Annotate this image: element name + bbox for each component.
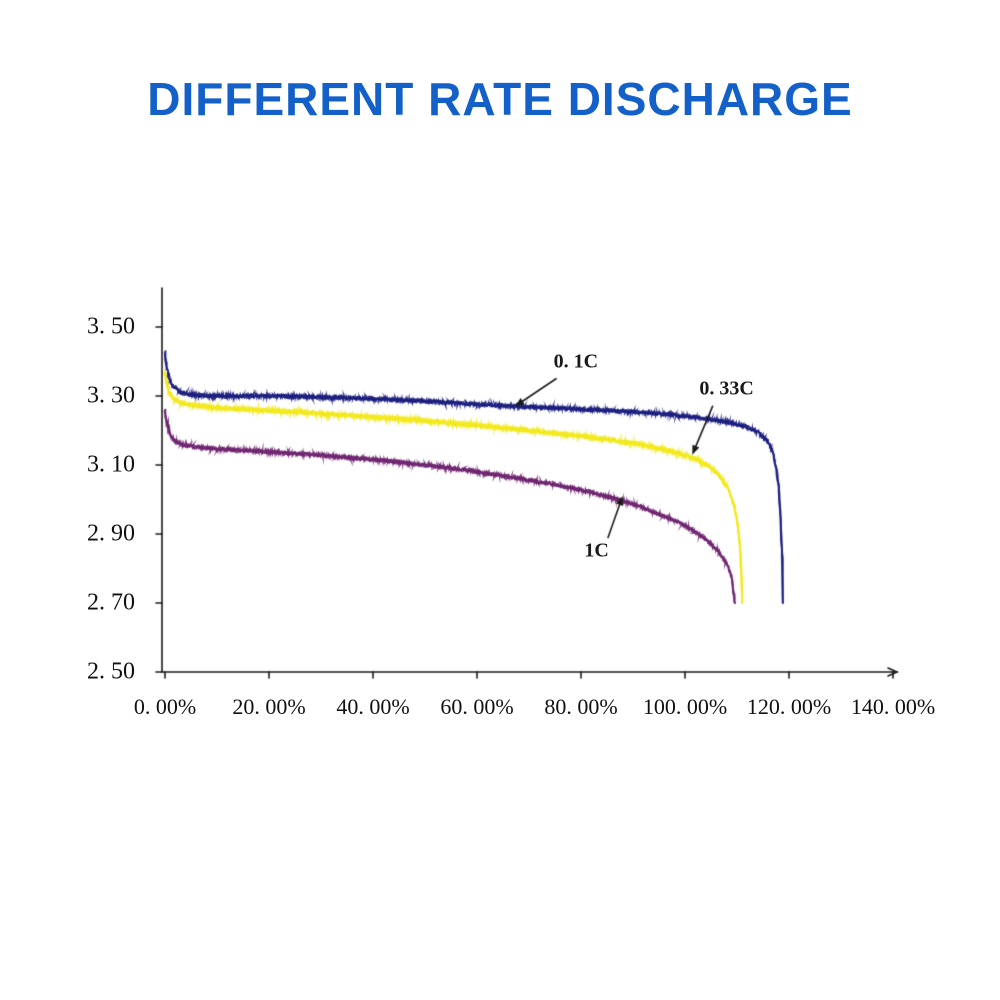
y-tick-label-4: 3. 30 xyxy=(87,382,135,409)
x-tick-label-0: 0. 00% xyxy=(133,694,197,719)
series-annotation-1c: 1C xyxy=(584,539,609,562)
y-tick-label-3: 3. 10 xyxy=(87,451,135,478)
x-tick-label-3: 60. 00% xyxy=(440,694,514,719)
y-tick-label-0: 2. 50 xyxy=(87,658,135,685)
x-tick-label-1: 20. 00% xyxy=(232,694,306,719)
y-tick-label-5: 3. 50 xyxy=(87,313,135,340)
y-tick-label-1: 2. 70 xyxy=(87,589,135,616)
x-tick-label-2: 40. 00% xyxy=(336,694,410,719)
x-tick-label-7: 140. 00% xyxy=(850,694,936,719)
x-tick-label-4: 80. 00% xyxy=(544,694,618,719)
x-tick-label-5: 100. 00% xyxy=(642,694,728,719)
series-annotation-0-1c: 0. 1C xyxy=(553,350,599,372)
y-tick-label-2: 2. 90 xyxy=(87,520,135,547)
x-tick-label-6: 120. 00% xyxy=(746,694,832,719)
series-annotation-0-33c: 0. 33C xyxy=(699,377,754,400)
